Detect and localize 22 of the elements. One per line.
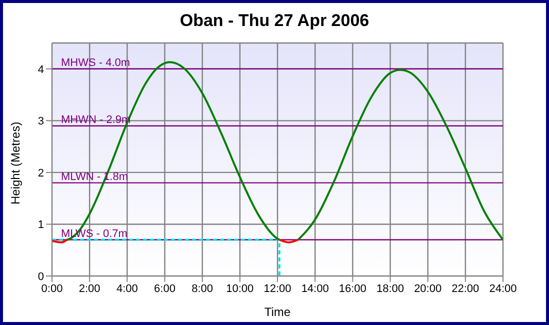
x-tick-label: 22:00	[452, 282, 480, 295]
y-tick-label: 1	[38, 219, 44, 232]
y-tick-label: 3	[38, 116, 44, 128]
x-tick-label: 4:00	[116, 282, 138, 295]
y-tick-label: 0	[38, 270, 44, 283]
x-tick-label: 18:00	[376, 282, 404, 295]
x-tick-label: 14:00	[301, 282, 329, 295]
x-tick-label: 0:00	[41, 282, 63, 295]
x-tick-label: 16:00	[338, 282, 366, 295]
x-tick-label: 8:00	[192, 282, 214, 295]
y-axis-title: Height (Metres)	[8, 122, 22, 204]
x-tick-label: 10:00	[226, 282, 254, 295]
y-tick-label: 4	[38, 64, 44, 76]
y-tick-label: 2	[38, 167, 44, 180]
ref-line-label: MHWS - 4.0m	[61, 56, 130, 69]
x-tick-label: 6:00	[154, 282, 176, 295]
x-tick-label: 12:00	[264, 282, 292, 295]
x-axis-title: Time	[264, 305, 291, 319]
chart-title: Oban - Thu 27 Apr 2006	[178, 11, 370, 31]
x-tick-label: 20:00	[414, 282, 442, 295]
x-tick-label: 24:00	[489, 282, 517, 295]
x-tick-label: 2:00	[78, 282, 100, 295]
